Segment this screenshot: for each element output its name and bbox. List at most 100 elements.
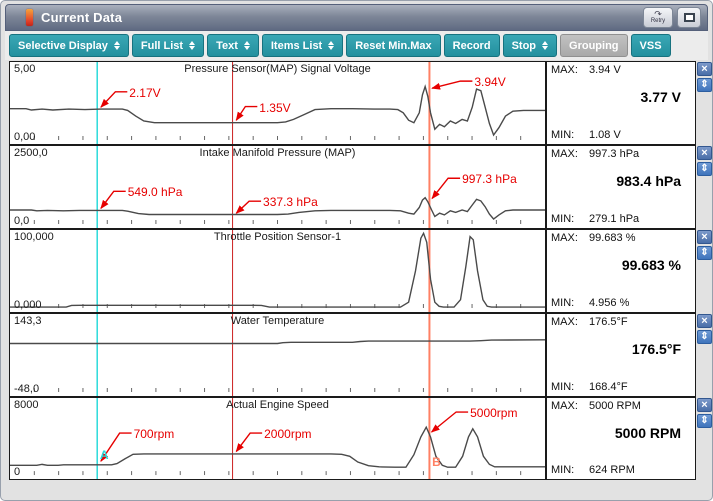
dropdown-arrows-icon (328, 41, 335, 50)
close-panel-button[interactable]: × (697, 230, 712, 244)
max-value: 3.94 V (589, 64, 621, 76)
close-icon: × (701, 230, 708, 243)
max-value: 176.5°F (589, 316, 628, 328)
close-panel-button[interactable]: × (697, 146, 712, 160)
min-label: MIN: (551, 129, 575, 141)
max-label: MAX: (551, 232, 578, 244)
close-icon: × (701, 146, 708, 159)
close-icon: × (701, 398, 708, 411)
full-list-button[interactable]: Full List (131, 34, 205, 57)
waveform-plot[interactable] (10, 230, 545, 312)
cursor-b-label[interactable]: B (432, 454, 441, 469)
annotation-label: 700rpm (133, 427, 175, 442)
updown-arrows-icon: ⇕ (700, 163, 709, 174)
stop-button[interactable]: Stop (502, 34, 558, 57)
updown-arrows-icon: ⇕ (700, 331, 709, 342)
min-label: MIN: (551, 297, 575, 309)
maximize-button[interactable] (677, 7, 701, 28)
close-icon: × (701, 62, 708, 75)
dropdown-arrows-icon (189, 41, 196, 50)
autoscale-button[interactable]: ⇕ (697, 78, 712, 92)
y-axis-max-label: 2500,0 (14, 147, 48, 159)
min-value: 279.1 hPa (589, 213, 640, 225)
y-axis-min-label: 0 (14, 466, 21, 478)
charts-area: 5,00 Pressure Sensor(MAP) Signal Voltage… (9, 61, 712, 480)
selective-display-button[interactable]: Selective Display (9, 34, 129, 57)
autoscale-button[interactable]: ⇕ (697, 330, 712, 344)
updown-arrows-icon: ⇕ (700, 247, 709, 258)
retry-button[interactable]: ↷ Retry (643, 7, 673, 28)
chart-panel: 5,00 Pressure Sensor(MAP) Signal Voltage… (9, 61, 712, 145)
retry-button-label: Retry (650, 17, 666, 24)
app-icon (26, 9, 33, 26)
waveform-plot[interactable] (10, 62, 545, 144)
min-value: 4.956 % (589, 297, 630, 309)
min-value: 1.08 V (589, 129, 621, 141)
close-panel-button[interactable]: × (697, 62, 712, 76)
y-axis-max-label: 8000 (14, 399, 39, 411)
items-list-button[interactable]: Items List (261, 34, 344, 57)
y-axis-max-label: 5,00 (14, 63, 36, 75)
text-button[interactable]: Text (207, 34, 259, 57)
chart-area[interactable]: 100,000 Throttle Position Sensor-1 0,000 (9, 228, 546, 313)
chart-title: Throttle Position Sensor-1 (213, 231, 342, 243)
waveform-plot[interactable] (10, 398, 545, 479)
y-axis-max-label: 143,3 (14, 315, 42, 327)
max-label: MAX: (551, 148, 578, 160)
max-value: 997.3 hPa (589, 148, 640, 160)
value-panel: MAX: 99.683 % 99.683 % MIN: 4.956 % (546, 228, 696, 313)
vss-button[interactable]: VSS (630, 34, 671, 57)
current-value: 5000 RPM (614, 425, 681, 441)
current-value: 99.683 % (621, 257, 681, 273)
chart-title: Actual Engine Speed (226, 399, 329, 411)
annotation-label: 337.3 hPa (263, 195, 318, 210)
min-value: 624 RPM (589, 464, 635, 476)
chart-area[interactable]: 8000 Actual Engine Speed 0 700rpm 2000rpm… (9, 396, 546, 480)
y-axis-min-label: 0,00 (14, 131, 36, 143)
autoscale-button[interactable]: ⇕ (697, 246, 712, 260)
min-label: MIN: (551, 381, 575, 393)
dropdown-arrows-icon (542, 41, 549, 50)
max-label: MAX: (551, 400, 578, 412)
record-button[interactable]: Record (443, 34, 500, 57)
annotation-label: 5000rpm (470, 406, 518, 421)
chart-panel: 100,000 Throttle Position Sensor-1 0,000… (9, 228, 712, 313)
y-axis-min-label: -48,0 (14, 383, 40, 395)
current-value: 3.77 V (640, 89, 681, 105)
window-title: Current Data (41, 10, 123, 25)
panel-buttons: × ⇕ (696, 61, 713, 145)
retry-arrow-icon: ↷ (654, 8, 662, 19)
y-axis-max-label: 100,000 (14, 231, 54, 243)
annotation-label: 1.35V (259, 100, 291, 115)
max-value: 99.683 % (589, 232, 636, 244)
toolbar: Selective Display Full List Text Items L… (5, 31, 708, 60)
chart-panel: 143,3 Water Temperature -48,0 MAX: 176.5… (9, 312, 712, 397)
chart-title: Pressure Sensor(MAP) Signal Voltage (184, 63, 371, 75)
current-value: 983.4 hPa (616, 173, 681, 189)
title-bar[interactable]: Current Data ↷ Retry (5, 4, 708, 31)
autoscale-button[interactable]: ⇕ (697, 162, 712, 176)
panel-buttons: × ⇕ (696, 145, 713, 229)
value-panel: MAX: 3.94 V 3.77 V MIN: 1.08 V (546, 61, 696, 145)
value-panel: MAX: 5000 RPM 5000 RPM MIN: 624 RPM (546, 396, 696, 480)
close-panel-button[interactable]: × (697, 314, 712, 328)
cursor-a-label[interactable]: A (99, 448, 109, 463)
chart-area[interactable]: 2500,0 Intake Manifold Pressure (MAP) 0,… (9, 144, 546, 229)
grouping-button[interactable]: Grouping (560, 34, 628, 57)
annotation-label: 549.0 hPa (127, 185, 183, 200)
close-panel-button[interactable]: × (697, 398, 712, 412)
chart-area[interactable]: 5,00 Pressure Sensor(MAP) Signal Voltage… (9, 61, 546, 145)
value-panel: MAX: 997.3 hPa 983.4 hPa MIN: 279.1 hPa (546, 144, 696, 229)
waveform-plot[interactable] (10, 314, 545, 396)
y-axis-min-label: 0,000 (14, 299, 42, 311)
annotation-label: 3.94V (474, 75, 506, 90)
annotation-label: 997.3 hPa (462, 172, 517, 187)
chart-title: Intake Manifold Pressure (MAP) (199, 147, 356, 159)
reset-minmax-button[interactable]: Reset Min.Max (346, 34, 441, 57)
autoscale-button[interactable]: ⇕ (697, 414, 712, 428)
chart-area[interactable]: 143,3 Water Temperature -48,0 (9, 312, 546, 397)
waveform-plot[interactable] (10, 146, 545, 228)
maximize-icon (683, 13, 695, 22)
min-label: MIN: (551, 213, 575, 225)
